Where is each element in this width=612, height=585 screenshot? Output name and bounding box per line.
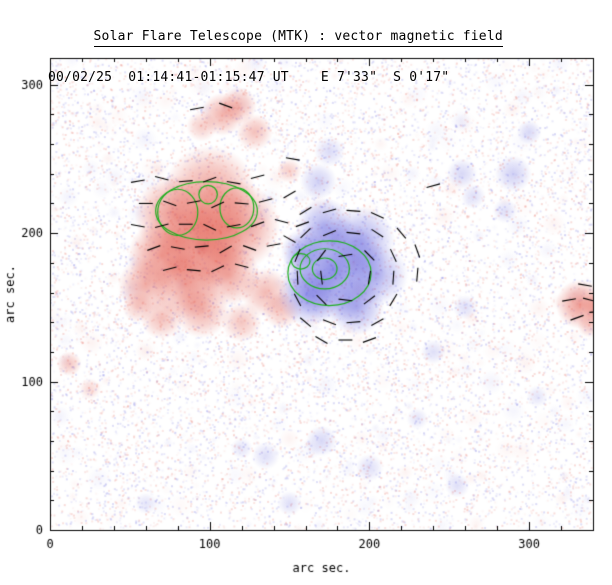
plot-title: Solar Flare Telescope (MTK) : vector mag… [93,29,503,47]
plot-subtitle: 00/02/25 01:14:41-01:15:47 UT E 7'33" S … [48,70,450,85]
title-block: Solar Flare Telescope (MTK) : vector mag… [48,6,503,123]
